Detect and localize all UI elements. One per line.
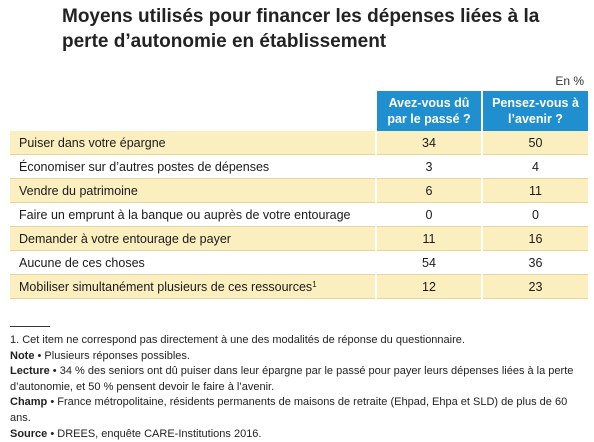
- value-past: 11: [375, 226, 482, 251]
- notes: 1. Cet item ne correspond pas directemen…: [10, 333, 580, 442]
- value-future: 0: [481, 202, 588, 227]
- row-label-text: Vendre du patrimoine: [19, 183, 138, 198]
- note-text: • 34 % des seniors ont dû puiser dans le…: [10, 365, 574, 393]
- value-future: 16: [481, 226, 588, 251]
- value-future: 36: [481, 250, 588, 275]
- row-label-text: Faire un emprunt à la banque ou auprès d…: [19, 207, 351, 222]
- footnote-rule: [10, 326, 50, 327]
- note-lead: Champ: [10, 396, 48, 409]
- note-text: • Plusieurs réponses possibles.: [34, 349, 190, 362]
- table-row: Puiser dans votre épargne 34 50: [10, 131, 588, 155]
- note-lead: Note: [10, 349, 35, 362]
- table-row: Mobiliser simultanément plusieurs de ces…: [10, 274, 588, 299]
- table-row: Économiser sur d’autres postes de dépens…: [10, 154, 588, 179]
- value-past: 6: [375, 178, 482, 203]
- table-row: Faire un emprunt à la banque ou auprès d…: [10, 202, 588, 227]
- row-label-text: Puiser dans votre épargne: [19, 135, 166, 150]
- column-header-future: Pensez-vous à l’avenir ?: [481, 91, 588, 131]
- note-lead: Lecture: [10, 365, 50, 378]
- row-label-text: Mobiliser simultanément plusieurs de ces…: [19, 279, 313, 294]
- row-label: Aucune de ces choses: [10, 250, 376, 275]
- value-future: 11: [481, 178, 588, 203]
- note-line: Champ • France métropolitaine, résidents…: [10, 395, 580, 426]
- row-label: Vendre du patrimoine: [10, 178, 376, 203]
- table-body: Puiser dans votre épargne 34 50 Économiser …: [10, 131, 588, 299]
- table-row: Vendre du patrimoine 6 11: [10, 178, 588, 203]
- header-blank: [10, 91, 376, 131]
- row-label: Puiser dans votre épargne: [10, 131, 376, 155]
- table-row: Aucune de ces choses 54 36: [10, 250, 588, 275]
- row-label: Économiser sur d’autres postes de dépens…: [10, 154, 376, 179]
- value-past: 0: [375, 202, 482, 227]
- page-title: Moyens utilisés pour financer les dépens…: [62, 6, 540, 52]
- row-label: Mobiliser simultanément plusieurs de ces…: [10, 274, 376, 299]
- footnote-marker: 1: [312, 279, 317, 289]
- value-past: 3: [375, 154, 482, 179]
- value-future: 50: [481, 131, 588, 155]
- note-text: • DREES, enquête CARE-Institutions 2016.: [47, 427, 262, 440]
- note-line: Lecture • 34 % des seniors ont dû puiser…: [10, 364, 580, 395]
- row-label: Demander à votre entourage de payer: [10, 226, 376, 251]
- note-line: 1. Cet item ne correspond pas directemen…: [10, 333, 580, 349]
- value-past: 54: [375, 250, 482, 275]
- value-past: 34: [375, 131, 482, 155]
- row-label-text: Économiser sur d’autres postes de dépens…: [19, 159, 270, 174]
- value-future: 23: [481, 274, 588, 299]
- column-header-past: Avez-vous dû par le passé ?: [375, 91, 482, 131]
- note-text: • France métropolitaine, résidents perma…: [10, 396, 568, 424]
- table-row: Demander à votre entourage de payer 11 16: [10, 226, 588, 251]
- note-text: 1. Cet item ne correspond pas directemen…: [10, 334, 465, 346]
- value-past: 12: [375, 274, 482, 299]
- note-line: Note • Plusieurs réponses possibles.: [10, 349, 580, 365]
- unit-label: En %: [555, 74, 584, 88]
- row-label-text: Demander à votre entourage de payer: [19, 231, 231, 246]
- note-lead: Source: [10, 427, 48, 440]
- row-label: Faire un emprunt à la banque ou auprès d…: [10, 202, 376, 227]
- value-future: 4: [481, 154, 588, 179]
- data-table: Avez-vous dû par le passé ? Pensez-vous …: [10, 91, 588, 299]
- header-row: Avez-vous dû par le passé ? Pensez-vous …: [10, 91, 588, 131]
- row-label-text: Aucune de ces choses: [19, 255, 145, 270]
